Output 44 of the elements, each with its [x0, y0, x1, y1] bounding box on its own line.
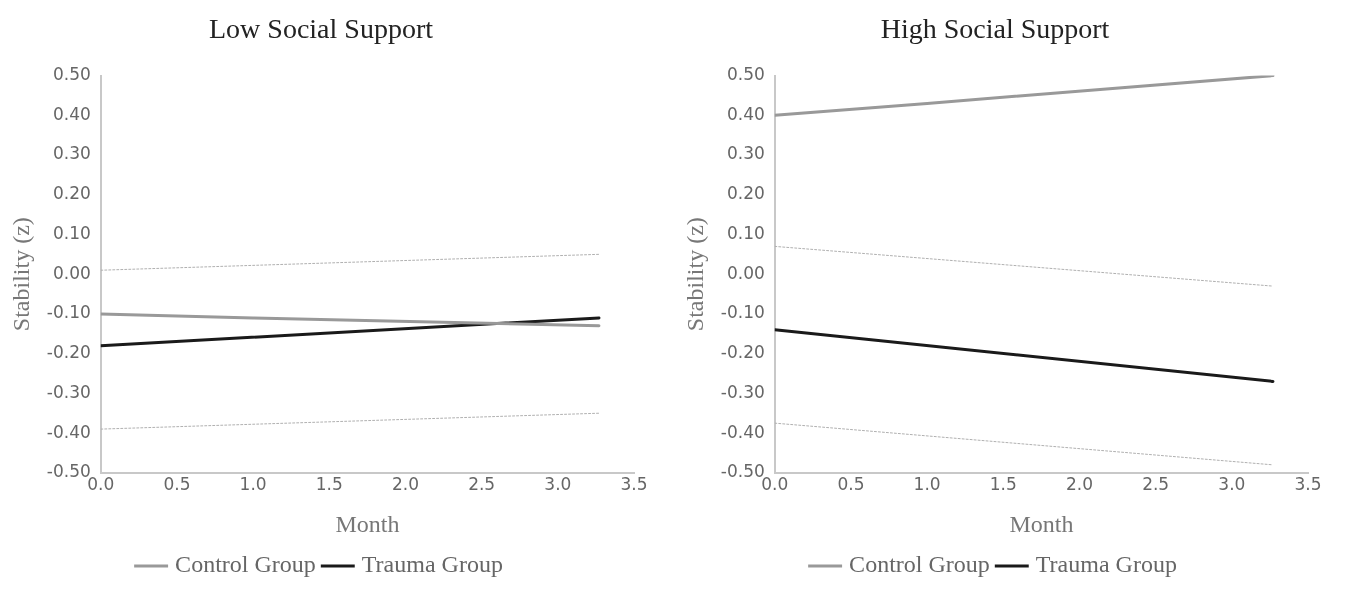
legend-label: Trauma Group — [1035, 551, 1177, 578]
x-tick-label: 0.5 — [163, 474, 191, 495]
x-tick-label: 2.0 — [391, 474, 419, 495]
y-tick-label: -0.30 — [720, 381, 765, 402]
chart-title: Low Social Support — [209, 13, 434, 45]
legend-label: Control Group — [175, 551, 316, 578]
x-axis-title: Month — [1009, 510, 1074, 537]
y-axis-title: Stability (z) — [7, 217, 34, 332]
y-tick-label: 0.50 — [726, 64, 765, 85]
y-tick-label: 0.00 — [726, 262, 765, 283]
x-tick-label: 0.5 — [837, 474, 865, 495]
x-tick-label: 2.5 — [1142, 474, 1170, 495]
y-tick-label: 0.20 — [726, 183, 765, 204]
x-tick-label: 1.0 — [913, 474, 941, 495]
y-tick-label: -0.10 — [720, 302, 765, 323]
y-tick-label: 0.20 — [52, 183, 91, 204]
x-tick-label: 3.5 — [1294, 474, 1322, 495]
x-tick-label: 3.5 — [620, 474, 648, 495]
x-tick-label: 1.5 — [315, 474, 343, 495]
y-tick-label: -0.40 — [720, 421, 765, 442]
y-tick-label: 0.40 — [726, 103, 765, 124]
y-tick-label: -0.10 — [46, 302, 91, 323]
y-tick-label: -0.40 — [46, 421, 91, 442]
chart-title: High Social Support — [880, 13, 1110, 45]
y-axis-title: Stability (z) — [681, 217, 708, 332]
legend-label: Control Group — [849, 551, 990, 578]
x-tick-label: 3.0 — [1218, 474, 1246, 495]
x-axis-title: Month — [335, 510, 400, 537]
y-tick-label: -0.20 — [720, 342, 765, 363]
y-tick-label: 0.40 — [52, 103, 91, 124]
y-tick-label: 0.50 — [52, 64, 91, 85]
y-tick-label: -0.20 — [46, 342, 91, 363]
x-tick-label: 1.0 — [239, 474, 267, 495]
y-tick-label: 0.10 — [52, 222, 91, 243]
y-tick-label: -0.30 — [46, 381, 91, 402]
x-tick-label: 3.0 — [544, 474, 572, 495]
y-tick-label: 0.00 — [52, 262, 91, 283]
y-tick-label: 0.30 — [726, 143, 765, 164]
y-tick-label: 0.30 — [52, 143, 91, 164]
x-tick-label: 1.5 — [989, 474, 1017, 495]
y-tick-label: 0.10 — [726, 222, 765, 243]
x-tick-label: 2.0 — [1065, 474, 1093, 495]
x-tick-label: 2.5 — [468, 474, 496, 495]
legend-label: Trauma Group — [361, 551, 503, 578]
